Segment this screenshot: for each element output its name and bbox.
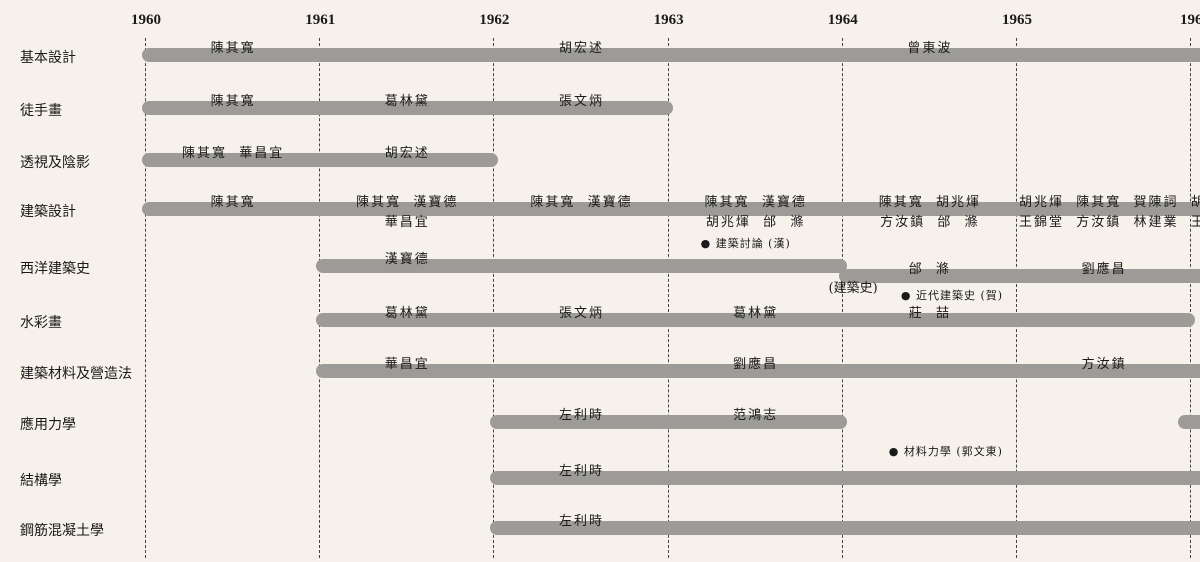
instructor-label: 陳其寬 [210,195,256,210]
instructor-label: 漢寶德 [384,252,430,267]
course-period-bar [142,153,499,167]
instructor-label: 陳其寬 [210,94,256,109]
year-label: 1962 [479,12,510,28]
course-note: ● 材料力學 (郭文東) [888,445,1003,458]
year-gridline [841,38,843,558]
course-period-bar [490,415,847,429]
year-label: 1960 [131,12,161,28]
instructor-label: 莊 喆 [908,306,952,321]
course-label: 應用力學 [20,417,76,433]
course-label: 透視及陰影 [20,155,90,171]
instructor-label: 胡宏述 [558,41,605,56]
instructor-label: 張文炳 [558,94,605,109]
course-period-bar [1178,415,1200,429]
year-label: 1963 [653,12,684,28]
instructor-label: 葛林黛 [384,306,430,321]
course-period-bar [316,259,847,273]
instructor-label: 胡兆煇 陳其寬 賀陳詞 胡 王錦堂 方汝鎮 林建業 王 [1019,195,1200,230]
instructor-label: 陳其寬 漢寶德 胡兆煇 邰 滌 [704,195,807,230]
course-label: 徒手畫 [20,103,62,119]
course-note: (建築史) [828,281,878,296]
year-label: 1965 [1002,12,1032,28]
instructor-label: 方汝鎮 [1081,357,1127,372]
instructor-label: 葛林黛 [733,306,779,321]
year-gridline [1190,38,1192,558]
instructor-label: 劉應昌 [1081,262,1127,277]
instructor-label: 胡宏述 [384,146,430,161]
course-note: ● 建築討論 (漢) [700,237,791,250]
course-period-bar [142,48,1200,62]
course-period-bar [490,521,1200,535]
instructor-label: 陳其寬 漢寶德 [530,195,633,210]
instructor-label: 邰 滌 [908,262,952,277]
instructor-label: 曾東波 [907,41,953,56]
course-period-bar [142,101,673,115]
year-label: 1964 [827,12,858,28]
course-period-bar [142,202,1200,216]
course-period-bar [490,471,1200,485]
instructor-label: 陳其寬 [210,41,256,56]
instructor-label: 左利時 [558,514,605,529]
year-gridline [145,38,146,558]
course-label: 建築設計 [20,204,76,220]
instructor-label: 范鴻志 [733,408,779,423]
course-note: ● 近代建築史 (賀) [900,289,1004,302]
year-gridline [667,38,669,558]
course-label: 結構學 [20,473,62,489]
year-label: 196 [1179,12,1200,28]
instructor-label: 陳其寬 華昌宜 [181,146,285,161]
course-label: 基本設計 [20,50,76,66]
instructor-label: 左利時 [558,464,605,479]
year-gridline [493,38,495,558]
course-label: 水彩畫 [20,315,62,331]
course-label: 鋼筋混凝土學 [20,523,104,539]
year-gridline [319,38,321,558]
course-label: 西洋建築史 [20,261,90,277]
course-period-bar [838,269,1200,283]
instructor-label: 左利時 [558,408,605,423]
instructor-label: 葛林黛 [384,94,430,109]
instructor-label: 陳其寬 胡兆煇 方汝鎮 邰 滌 [878,195,982,230]
course-label: 建築材料及營造法 [20,366,132,382]
instructor-label: 華昌宜 [384,357,430,372]
course-period-bar [316,313,1196,327]
instructor-label: 劉應昌 [733,357,779,372]
instructor-label: 陳其寬 漢寶德 華昌宜 [356,195,459,230]
year-gridline [1016,38,1017,558]
instructor-label: 張文炳 [558,306,605,321]
course-period-bar [316,364,1200,378]
year-label: 1961 [305,12,336,28]
